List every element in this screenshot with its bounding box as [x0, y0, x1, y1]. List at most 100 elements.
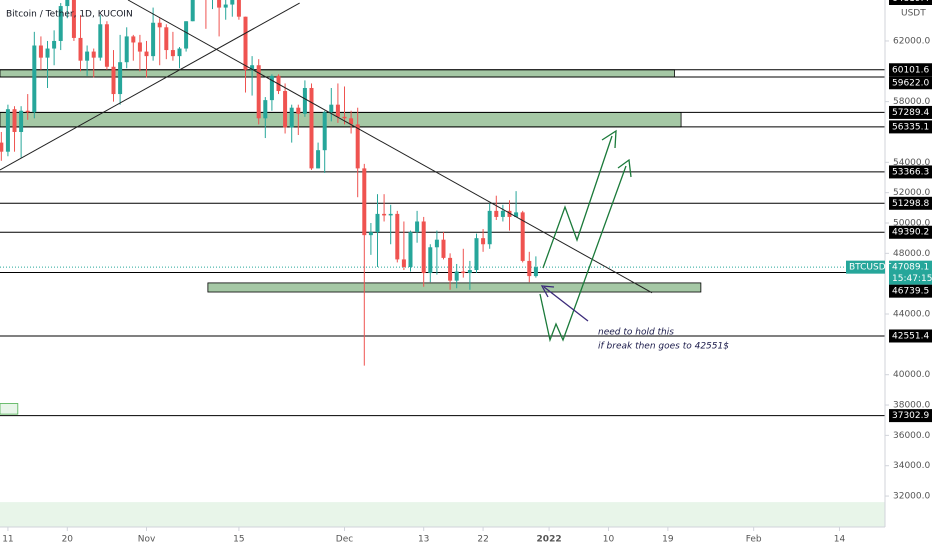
plot-area — [0, 0, 885, 527]
candle-body — [236, 0, 241, 17]
candle-body — [500, 210, 505, 217]
candle-body — [368, 232, 373, 236]
y-tick-label: 40000.0 — [893, 370, 930, 380]
x-tick-label: 2022 — [537, 535, 562, 545]
arrow-head — [540, 285, 555, 298]
price-tag-label: 59622.0 — [892, 78, 929, 88]
candle-body — [355, 124, 360, 169]
candle-body — [395, 213, 400, 260]
candle-body — [0, 142, 4, 152]
candle-body — [520, 212, 525, 261]
candle-body — [428, 247, 433, 274]
chart-title: Bitcoin / Tether, 1D, KUCOIN — [6, 10, 133, 20]
price-tag — [889, 260, 932, 285]
candle-body — [65, 0, 70, 7]
candle-body — [335, 104, 340, 117]
candle-body — [19, 110, 24, 132]
candle-body — [170, 50, 175, 57]
price-tag-label: 47089.1 — [892, 263, 929, 273]
high-label: 64819.4 — [892, 0, 929, 4]
candle-body — [256, 65, 261, 119]
price-tag — [889, 165, 932, 179]
zone — [0, 69, 675, 78]
candle-body — [164, 27, 169, 51]
price-tag-label: 49390.2 — [892, 228, 929, 238]
candle-body — [104, 24, 109, 67]
annotation: need to hold this — [598, 328, 674, 338]
candle-body — [131, 36, 136, 43]
candle-body — [263, 100, 268, 119]
candle-body — [434, 239, 439, 248]
x-tick-label: 20 — [62, 535, 74, 545]
x-tick-label: 10 — [603, 535, 615, 545]
candle-body — [32, 45, 37, 113]
overlay: need to hold this if break then goes to … — [6, 10, 729, 352]
high-tag — [889, 0, 932, 5]
y-tick-label: 36000.0 — [893, 431, 930, 441]
candle-body — [137, 42, 142, 52]
price-tag — [889, 409, 932, 423]
price-tag — [889, 329, 932, 343]
candle-body — [474, 238, 479, 271]
x-tick-label: 22 — [477, 535, 488, 545]
candle-body — [118, 62, 123, 95]
candle-body — [467, 270, 472, 274]
y-tick-label: 58000.0 — [893, 97, 930, 107]
price-tag-label: 51298.8 — [892, 199, 929, 209]
candle-body — [5, 109, 10, 152]
y-tick-label: 62000.0 — [893, 36, 930, 46]
candle-body — [296, 107, 301, 114]
x-tick-label: Nov — [138, 535, 156, 545]
candle-body — [71, 0, 76, 38]
candle-body — [124, 36, 129, 63]
price-tag-label: 56335.1 — [892, 122, 929, 132]
candle-body — [243, 16, 248, 70]
candle-body — [362, 168, 367, 236]
candle-body — [388, 213, 393, 216]
price-tag — [889, 225, 932, 239]
candle-body — [58, 6, 63, 41]
currency-label: USDT — [901, 9, 926, 19]
candle-body — [342, 116, 347, 119]
candle-body — [494, 210, 499, 217]
price-tag-label: 46739.5 — [892, 287, 929, 297]
candle-body — [111, 66, 116, 95]
x-tick-label: 15 — [233, 535, 244, 545]
x-tick-label: Dec — [336, 535, 353, 545]
zone — [0, 502, 885, 527]
candle-body — [349, 118, 354, 125]
candle-body — [283, 91, 288, 128]
candle-body — [12, 109, 17, 132]
price-tag — [889, 105, 932, 119]
candle-body — [382, 213, 387, 216]
y-tick-label: 52000.0 — [893, 188, 930, 198]
pointer-arrow — [543, 286, 589, 322]
candle-body — [91, 51, 96, 58]
x-tick-label: Feb — [746, 535, 762, 545]
candle-body — [276, 75, 281, 92]
price-tag-label: 42551.4 — [892, 331, 929, 341]
y-tick-label: 54000.0 — [893, 158, 930, 168]
candle-body — [45, 48, 50, 58]
price-tag — [889, 63, 932, 77]
candle-body — [289, 107, 294, 128]
zone — [0, 112, 682, 128]
candle-body — [421, 221, 426, 274]
countdown-label: 15:47:15 — [892, 274, 932, 284]
price-tag — [889, 76, 932, 90]
y-tick-label: 48000.0 — [893, 249, 930, 259]
price-tag — [889, 120, 932, 134]
candle-body — [309, 87, 314, 169]
y-tick-label: 34000.0 — [893, 461, 930, 471]
arrow-head — [601, 129, 617, 149]
candle-body — [38, 45, 43, 58]
candle-body — [230, 0, 235, 5]
candle-body — [461, 271, 466, 274]
candle-body — [144, 51, 149, 57]
candle-body — [329, 104, 334, 113]
projection-arrow — [539, 165, 627, 343]
price-tag — [889, 284, 932, 298]
candle-body — [78, 37, 83, 61]
